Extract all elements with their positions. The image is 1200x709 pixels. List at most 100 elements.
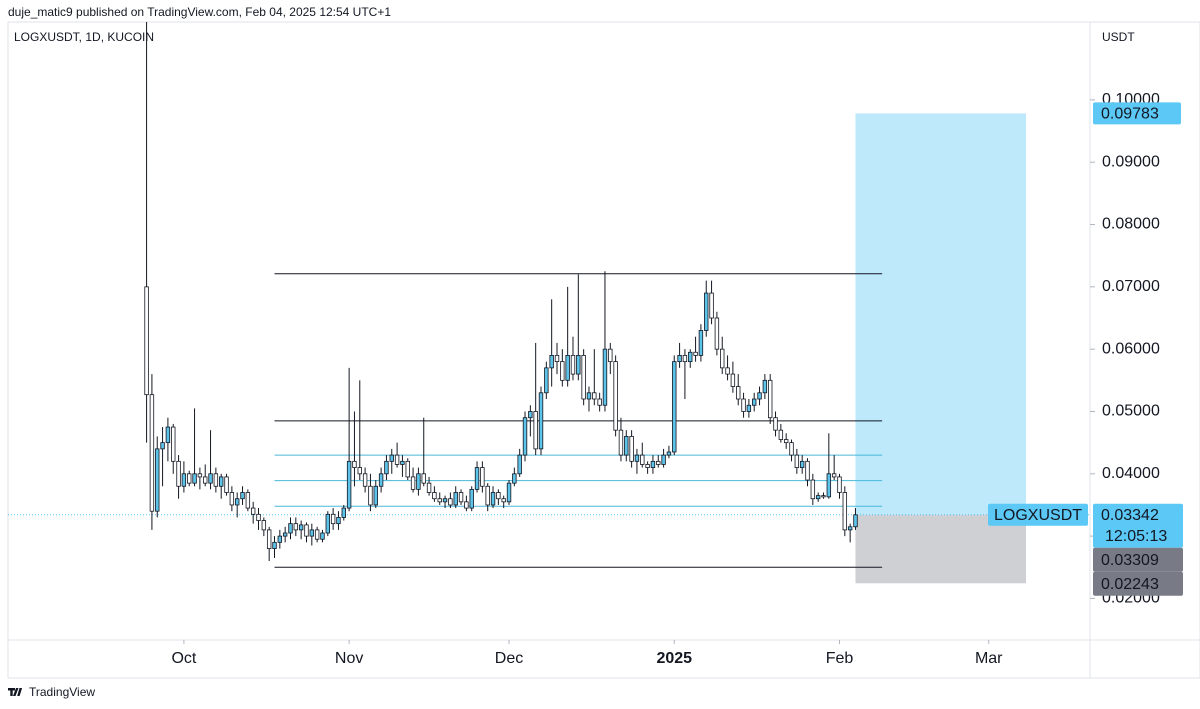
candle-body [645,464,650,468]
candle-body [522,417,528,456]
last-symbol-box [988,503,1088,526]
currency-label: USDT [1102,30,1135,44]
candle-body [512,473,517,484]
candle-body [368,485,373,506]
candle-body [554,354,560,363]
candle-body [426,482,432,493]
candle-body [815,495,821,500]
x-tick-label: 2025 [656,650,692,667]
target-price-label: 0.09783 [1101,106,1159,123]
candle-body [752,398,757,406]
candle-body [757,392,762,400]
candle-body [155,448,160,512]
candle-body [501,498,506,503]
candle-body [634,454,640,462]
candle-body [805,460,810,481]
candle-body [586,392,592,400]
candle-body [346,460,352,509]
candle-body [250,507,256,515]
countdown-label: 12:05:13 [1105,528,1167,545]
candle-body [725,367,730,375]
candle-body [650,460,656,468]
candle-body [378,473,384,487]
candle-body [821,495,826,498]
candle-body [432,492,437,500]
candle-body [448,498,453,506]
candle-body [656,460,661,465]
candle-body [549,354,554,369]
y-tick-label: 0.04000 [1102,465,1160,482]
last-price-box [1093,503,1183,548]
candle-body [773,417,778,431]
candle-body [288,523,293,534]
candle-body [245,492,251,509]
candle-body [272,541,277,549]
candle-body [714,317,720,350]
candle-body [373,485,378,506]
candle-body [490,492,496,506]
candle-body [762,379,768,394]
candle-body [410,476,416,490]
candle-body [592,392,597,400]
tv-logo [7,688,23,696]
candle-body [330,513,336,525]
candle-body [314,529,320,540]
candle-body [613,361,618,431]
candle-body [176,460,181,487]
x-tick-label: Nov [335,650,363,667]
candle-body [528,411,533,419]
candle-body [304,524,309,537]
candle-body [720,348,725,369]
candle-body [677,354,682,363]
candle-body [213,473,219,487]
candle-body [219,476,224,487]
candle-body [682,354,688,363]
candle-body [309,529,315,537]
candle-body [384,460,389,475]
candle-body [320,532,325,540]
candle-body [453,492,458,506]
candle-body [234,498,240,506]
x-tick-label: Mar [975,650,1003,667]
candle-body [474,467,480,490]
candle-body [810,479,816,500]
candle-body [261,520,267,531]
candle-body [416,473,421,490]
y-tick-label: 0.05000 [1102,403,1160,420]
y-tick-label: 0.08000 [1102,216,1160,233]
candle-body [783,439,789,444]
x-tick-label: Feb [826,650,854,667]
candle-body [544,367,549,394]
candle-body [533,411,538,450]
candle-body [794,454,800,468]
brand-label: TradingView [29,685,95,699]
y-tick-label: 0.09000 [1102,153,1160,170]
avg-price-label: 0.03309 [1101,552,1159,569]
candle-body [581,354,586,400]
candle-body [853,514,858,528]
candle-body [192,473,197,484]
candle-body [400,460,405,465]
candle-body [688,351,693,363]
candle-body [421,473,426,484]
candle-body [602,348,608,406]
x-tick-label: Oct [171,650,196,667]
candle-body [565,354,570,381]
candle-body [197,473,203,478]
candle-body [576,354,581,375]
candle-body [496,492,501,500]
candle-body [336,517,341,525]
candle-body [208,473,213,484]
candle-body [352,460,357,468]
plot-area [8,22,1090,584]
candle-body [730,373,736,387]
candle-body [629,436,634,462]
y-tick-label: 0.07000 [1102,278,1160,295]
candle-body [778,429,784,440]
candle-body [464,501,469,509]
candle-body [485,485,490,506]
candle-body [240,492,245,500]
candle-body [171,426,176,462]
candle-body [480,467,485,487]
